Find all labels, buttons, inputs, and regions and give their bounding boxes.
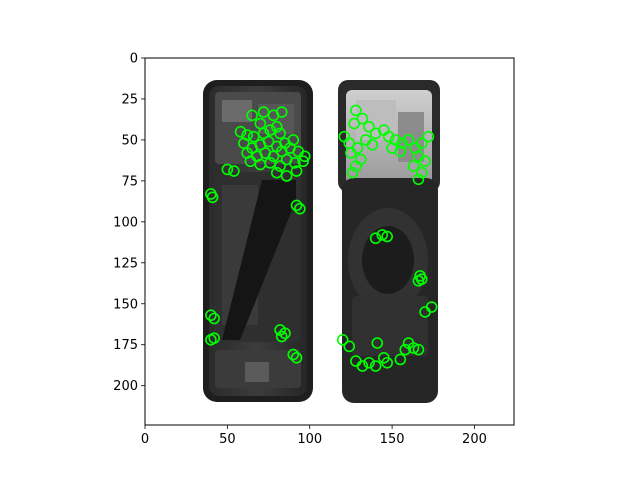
keypoint-markers [205,104,438,372]
keypoint-marker [348,117,361,130]
keypoint-marker [289,157,301,169]
keypoint-marker [394,353,407,366]
keypoint-marker [345,147,357,159]
y-tick-label: 25 [121,92,138,107]
x-tick-label: 50 [219,432,236,447]
keypoint-marker [350,104,362,117]
keypoint-marker [369,232,382,245]
keypoint-marker [412,343,425,356]
keypoint-marker [264,157,276,169]
background-photo [145,58,514,425]
keypoint-marker [412,173,425,186]
keypoint-marker [294,202,306,215]
x-tick-label: 150 [380,432,405,447]
keypoint-marker [275,106,288,118]
keypoint-marker [396,137,408,149]
keypoint-marker [381,356,393,369]
keypoint-marker [407,342,420,354]
keypoint-marker [369,360,382,372]
keypoint-marker [290,165,303,177]
keypoint-marker [205,309,217,322]
keypoint-marker [346,166,359,179]
keypoint-marker [257,106,270,118]
y-tick-label: 175 [113,338,138,353]
keypoint-marker [350,160,362,172]
keypoint-marker [290,199,303,212]
keypoint-marker [228,165,240,177]
y-tick-label: 75 [121,174,138,189]
keypoint-marker [415,273,428,285]
keypoint-marker [270,166,283,179]
keypoint-marker [279,327,291,340]
keypoint-marker [383,130,395,143]
y-tick-label: 150 [113,297,138,312]
keypoint-marker [274,127,286,140]
keypoint-marker [244,155,257,168]
keypoint-marker [425,301,438,313]
keypoint-marker [287,348,300,361]
keypoint-marker [419,155,431,168]
keypoint-marker [363,121,375,133]
keypoint-marker [366,139,379,151]
y-tick-label: 0 [130,52,138,67]
keypoint-marker [371,337,384,349]
y-tick-label: 200 [113,379,138,394]
y-tick-label: 125 [113,256,138,271]
keypoint-marker [376,229,389,241]
plot-frame [144,57,515,426]
keypoint-marker [407,160,420,172]
y-tick-label: 100 [113,215,138,230]
x-tick-label: 100 [297,432,322,447]
keypoint-marker [234,125,247,138]
x-tick-label: 200 [462,432,487,447]
keypoint-marker [262,135,275,148]
keypoint-marker [221,163,234,176]
keypoint-marker [363,356,375,369]
keypoint-marker [290,352,303,364]
keypoint-marker [394,145,407,158]
keypoint-marker [343,340,356,353]
keypoint-marker [422,130,435,143]
keypoint-marker [356,360,369,372]
keypoint-marker [208,332,220,344]
keypoint-marker [399,343,412,356]
x-tick-label: 0 [141,432,149,447]
keypoint-marker [257,127,270,140]
keypoint-marker [267,150,280,163]
keypoint-marker [297,155,309,168]
keypoint-marker [381,230,393,243]
keypoint-marker [415,166,428,179]
keypoint-marker [356,112,369,125]
keypoint-marker [206,191,219,204]
keypoint-marker [208,312,220,325]
keypoint-marker [264,124,276,136]
keypoint-marker [298,150,311,163]
keypoint-marker [280,170,293,182]
keypoint-marker [238,137,250,149]
keypoint-marker [415,137,428,149]
keypoint-marker [247,130,260,143]
keypoint-marker [270,121,283,133]
keypoint-marker [275,330,288,343]
keypoint-marker [254,117,267,130]
keypoint-marker [246,109,258,122]
y-tick-label: 50 [121,133,138,148]
keypoint-marker [402,134,415,146]
keypoint-marker [274,160,286,172]
keypoint-marker [336,334,349,346]
y-axis: 0 25 50 75 100 125 150 175 200 [113,52,145,394]
x-axis: 0 50 100 150 200 [141,425,487,447]
